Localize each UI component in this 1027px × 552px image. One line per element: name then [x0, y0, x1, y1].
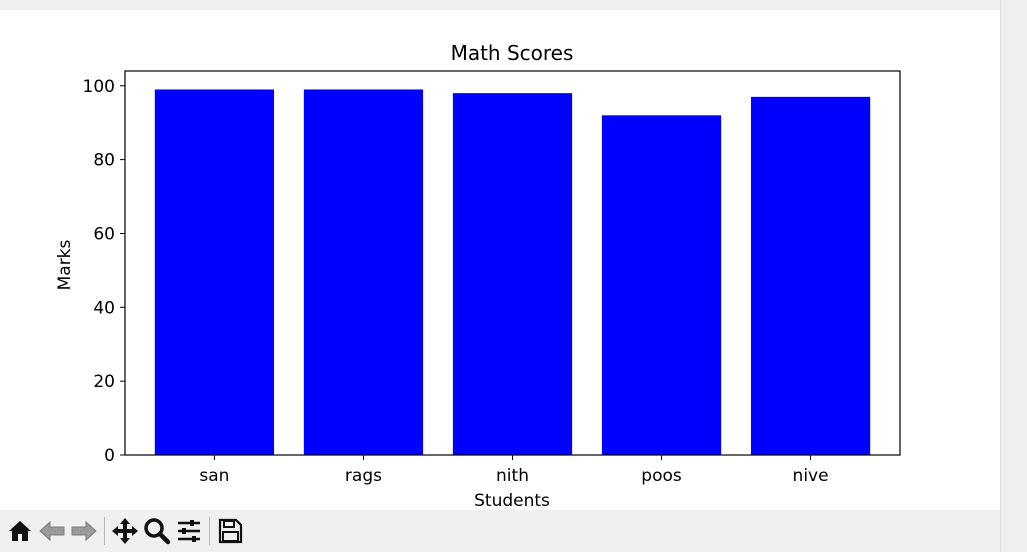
x-tick-label: poos	[641, 466, 682, 486]
y-tick-label: 80	[93, 151, 115, 171]
bar-nith	[452, 93, 573, 456]
navigation-toolbar	[0, 510, 1000, 552]
y-tick-label: 0	[104, 446, 115, 466]
configure-subplots-icon	[178, 520, 200, 542]
bar-san	[154, 89, 275, 455]
bar-nive	[750, 96, 871, 455]
x-axis-label: Students	[474, 491, 550, 510]
y-axis-label: Marks	[55, 239, 75, 290]
zoom-button[interactable]	[141, 514, 173, 548]
bar-rags	[303, 89, 424, 455]
y-tick-label: 40	[93, 298, 115, 318]
x-tick-label: rags	[345, 466, 382, 486]
back-arrow-icon	[39, 520, 65, 542]
save-button[interactable]	[214, 514, 246, 548]
x-axis-ticks: san rags nith poos nive	[199, 455, 829, 486]
bar-poos	[601, 115, 722, 456]
x-tick-label: nive	[793, 466, 829, 486]
y-tick-label: 20	[93, 372, 115, 392]
y-tick-label: 100	[83, 77, 115, 97]
window-top-strip	[0, 0, 1000, 10]
back-button[interactable]	[36, 514, 68, 548]
x-tick-label: nith	[496, 466, 529, 486]
pan-icon	[112, 518, 138, 544]
configure-subplots-button[interactable]	[173, 514, 205, 548]
bar-chart: Math Scores 0 20 40 60 80 100 san rags nith poos…	[55, 41, 901, 510]
zoom-icon	[144, 518, 171, 545]
home-button[interactable]	[4, 514, 36, 548]
save-icon	[218, 518, 243, 544]
toolbar-separator	[104, 517, 105, 545]
x-tick-label: san	[199, 466, 229, 486]
figure-canvas[interactable]: Math Scores 0 20 40 60 80 100 san rags nith poos…	[0, 10, 1000, 510]
toolbar-separator	[209, 517, 210, 545]
bars-group	[154, 89, 871, 456]
forward-arrow-icon	[71, 520, 97, 542]
y-tick-label: 60	[93, 224, 115, 244]
home-icon	[9, 521, 31, 541]
chart-title: Math Scores	[451, 41, 574, 65]
window-right-edge	[1000, 0, 1027, 552]
plot-area-frame	[124, 70, 901, 456]
pan-button[interactable]	[109, 514, 141, 548]
y-axis-ticks: 0 20 40 60 80 100	[83, 77, 125, 466]
forward-button[interactable]	[68, 514, 100, 548]
